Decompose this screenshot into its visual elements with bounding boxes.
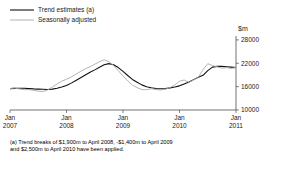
series-line	[10, 60, 236, 92]
footnote: (a) Trend breaks of $1,900m to April 200…	[10, 139, 173, 152]
y-tick-label: 16000	[241, 83, 259, 90]
footnote-line: and $2,500m to April 2010 have been appl…	[10, 146, 125, 152]
chart: 10000160002200028000$mJan2007Jan2008Jan2…	[0, 0, 283, 170]
x-tick-label-line: 2007	[3, 122, 18, 129]
legend-label: Seasonally adjusted	[38, 16, 97, 24]
y-tick-label: 22000	[241, 60, 259, 67]
x-tick-label: Jan2011	[229, 114, 243, 129]
plot-lines	[10, 60, 236, 92]
x-tick-label-line: Jan	[5, 114, 16, 121]
x-tick	[179, 110, 180, 113]
x-tick	[66, 110, 67, 113]
x-tick	[236, 110, 237, 113]
x-tick-label-line: 2009	[116, 122, 131, 129]
x-tick-label-line: Jan	[61, 114, 72, 121]
legend-label: Trend estimates (a)	[38, 6, 94, 14]
y-axis-line	[236, 36, 237, 110]
x-tick-label-line: 2011	[229, 122, 243, 129]
x-tick	[123, 110, 124, 113]
x-tick-label: Jan2008	[59, 114, 74, 129]
y-tick	[236, 39, 239, 40]
legend-swatch	[10, 20, 34, 21]
x-tick-label-line: Jan	[174, 114, 185, 121]
x-tick-label: Jan2007	[3, 114, 18, 129]
x-tick-label-line: Jan	[231, 114, 242, 121]
y-tick	[236, 86, 239, 87]
x-tick-label: Jan2010	[172, 114, 187, 129]
y-axis-label: $m	[238, 25, 248, 32]
x-tick-label-line: Jan	[118, 114, 129, 121]
x-tick	[10, 110, 11, 113]
series-line	[10, 64, 236, 90]
x-tick-label-line: 2010	[172, 122, 187, 129]
x-tick-label: Jan2009	[116, 114, 131, 129]
y-tick	[236, 63, 239, 64]
footnote-line: (a) Trend breaks of $1,900m to April 200…	[10, 139, 173, 145]
y-tick-label: 10000	[241, 106, 259, 113]
x-tick-label-line: 2008	[59, 122, 74, 129]
y-tick	[236, 110, 239, 111]
legend-swatch	[10, 9, 34, 10]
y-tick-label: 28000	[241, 36, 259, 43]
